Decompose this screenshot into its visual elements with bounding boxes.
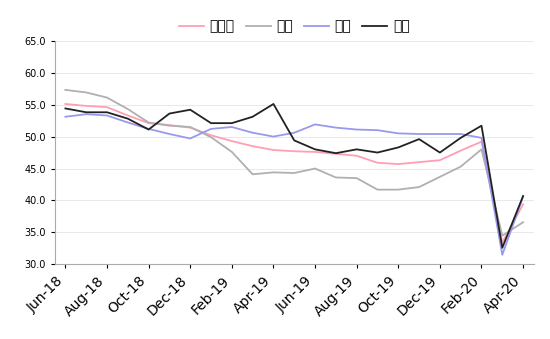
Legend: 欧元区, 德国, 法国, 英国: 欧元区, 德国, 法国, 英国 [173,14,415,39]
